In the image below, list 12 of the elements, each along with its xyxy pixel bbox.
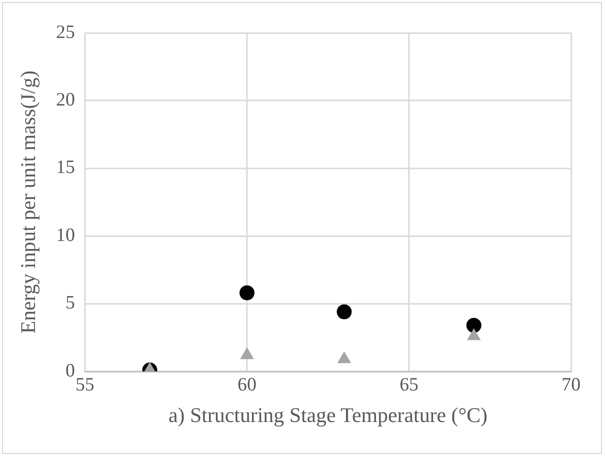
y-tick-label: 20 <box>56 90 75 111</box>
y-tick-label: 10 <box>56 224 75 246</box>
x-tick-label: 60 <box>238 374 256 396</box>
x-tick-label: 65 <box>400 374 418 396</box>
y-tick-label: 25 <box>56 22 75 43</box>
y-tick-label: 15 <box>56 157 75 178</box>
y-tick-label: 5 <box>66 292 75 314</box>
y-tick-label: 0 <box>66 360 75 382</box>
x-tick-label: 70 <box>562 374 581 396</box>
x-tick-label: 55 <box>75 374 94 396</box>
x-axis-title: a) Structuring Stage Temperature (°C) <box>168 403 488 428</box>
y-axis-title: Energy input per unit mass(J/g) <box>16 70 40 334</box>
